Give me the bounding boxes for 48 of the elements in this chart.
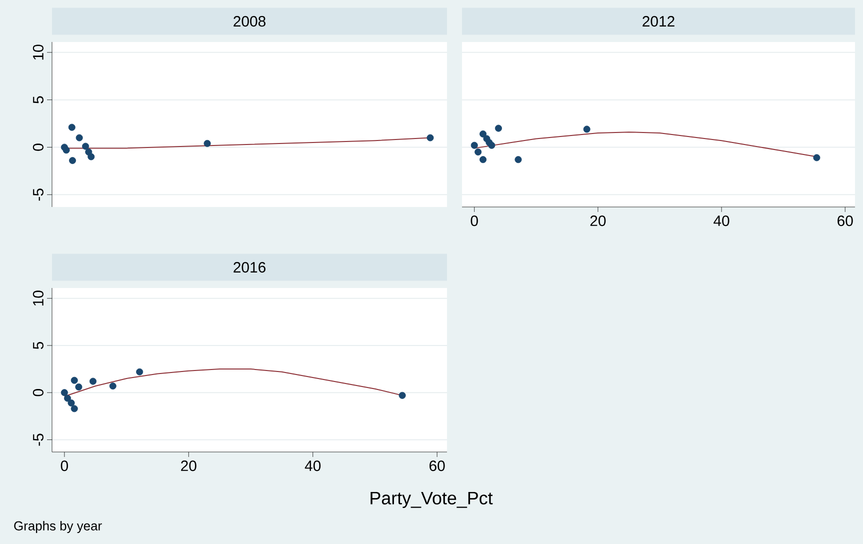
- x-axis-title: Party_Vote_Pct: [370, 492, 493, 508]
- point: [82, 142, 90, 150]
- point: [204, 140, 211, 147]
- y-tick-label: 0: [32, 389, 44, 396]
- x-tick-label: 40: [714, 216, 730, 226]
- point: [398, 392, 406, 399]
- point: [90, 378, 96, 385]
- point: [62, 146, 70, 154]
- point: [64, 394, 72, 402]
- chart-title: 2016: [234, 262, 266, 273]
- point: [68, 124, 76, 131]
- point: [480, 130, 487, 138]
- point: [75, 383, 82, 390]
- point: [69, 157, 76, 164]
- point: [109, 382, 116, 390]
- x-tick-label: 60: [430, 460, 445, 472]
- y-tick-label: -5: [33, 434, 44, 446]
- chart-title: 2012: [642, 16, 674, 27]
- point: [70, 376, 78, 384]
- y-tick-label: 10: [32, 290, 44, 306]
- y-tick-label: -5: [33, 188, 44, 201]
- x-tick-label: 40: [304, 460, 321, 472]
- point: [76, 134, 83, 142]
- x-tick-label: 60: [838, 216, 853, 226]
- point: [494, 124, 502, 132]
- x-tick-label: 0: [60, 460, 68, 472]
- point: [583, 126, 590, 133]
- point: [480, 156, 487, 164]
- point: [474, 148, 482, 156]
- point: [514, 156, 522, 164]
- point: [88, 153, 95, 160]
- text: Graphs by year: [14, 520, 102, 534]
- x-tick-label: 0: [470, 216, 478, 226]
- chart-title: 2008: [234, 16, 266, 27]
- point: [488, 142, 496, 149]
- point: [68, 399, 75, 406]
- x-tick-label: 20: [181, 460, 196, 472]
- y-tick-label: 5: [33, 96, 44, 104]
- point: [70, 405, 78, 412]
- point: [60, 389, 68, 396]
- point: [136, 368, 144, 376]
- y-tick-label: 0: [32, 144, 44, 151]
- y-tick-label: 5: [33, 342, 44, 350]
- y-tick-label: 10: [32, 44, 44, 60]
- point: [470, 142, 478, 149]
- x-tick-label: 20: [590, 216, 606, 226]
- point: [813, 154, 820, 162]
- point: [426, 134, 434, 142]
